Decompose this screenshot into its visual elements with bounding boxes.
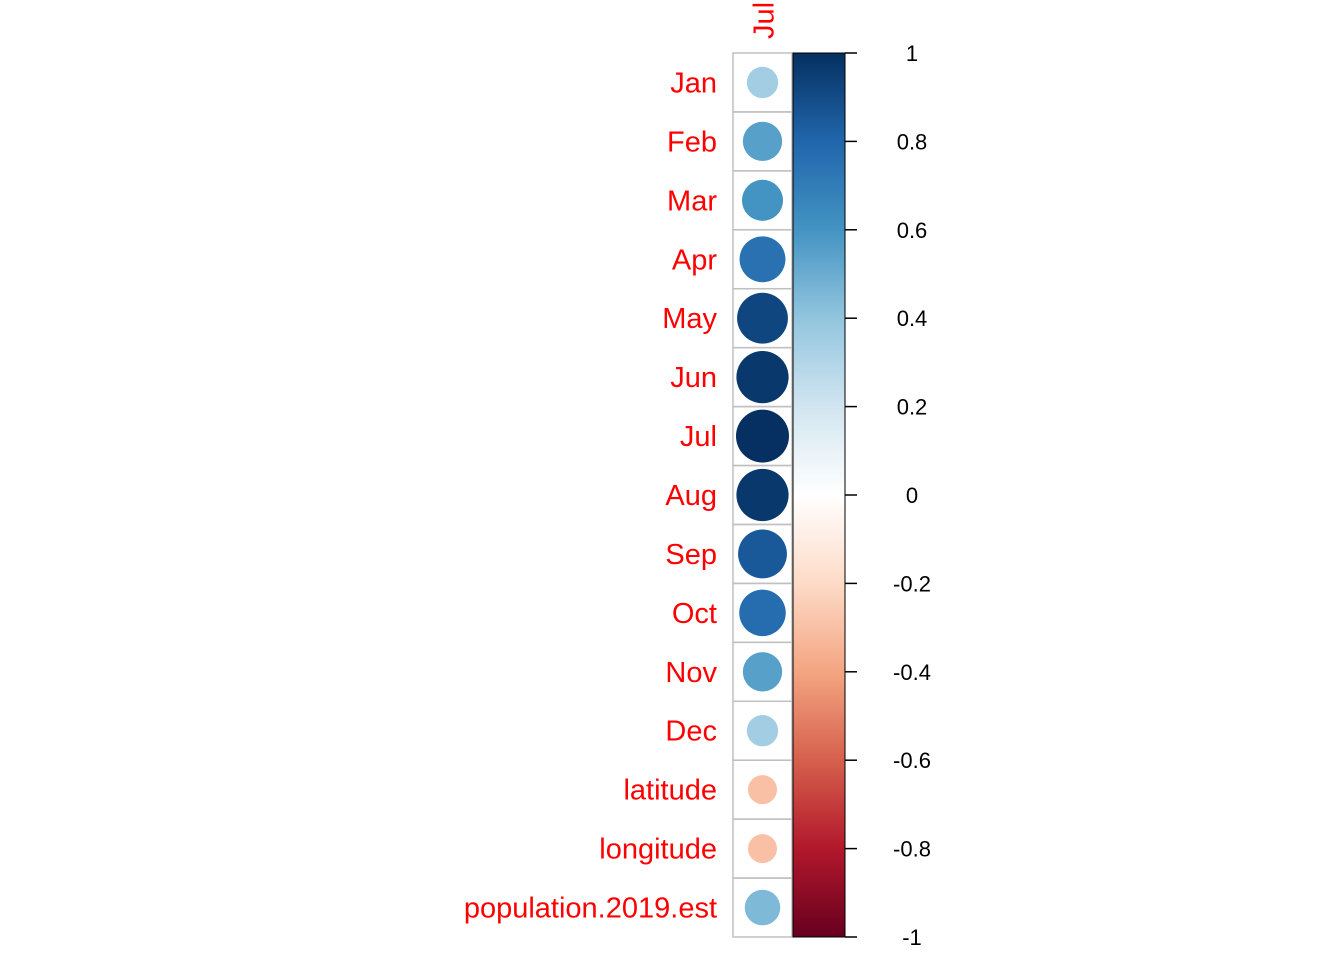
row-label: Mar [667, 185, 717, 217]
correlation-circles [736, 66, 789, 926]
row-label: Apr [672, 244, 717, 276]
colorbar-tick-label: 1 [906, 41, 918, 66]
colorbar-tick-label: 0.2 [897, 395, 928, 420]
corr-circle-jun [736, 351, 789, 404]
row-label: Jul [680, 421, 717, 453]
row-label: Jun [670, 362, 717, 394]
row-label: Jan [670, 67, 717, 99]
colorbar [792, 52, 846, 938]
corr-circle-longitude [747, 834, 778, 864]
row-label: Dec [665, 716, 717, 748]
corr-circle-may [737, 292, 788, 344]
row-label: population.2019.est [464, 893, 717, 925]
colorbar-tick-label: 0.6 [897, 218, 928, 243]
row-label: Oct [672, 598, 717, 630]
corr-circle-sep [738, 529, 787, 579]
corr-circle-mar [741, 179, 784, 221]
colorbar-tick-label: -1 [902, 925, 922, 950]
row-label: longitude [599, 834, 717, 866]
corr-circle-latitude [747, 775, 778, 805]
colorbar-tick-label: -0.6 [893, 748, 931, 773]
row-label: latitude [623, 775, 717, 807]
row-label: Nov [665, 657, 717, 689]
corr-circle-apr [739, 236, 786, 283]
corr-circle-population-2019-est [744, 889, 781, 926]
colorbar-tick-label: -0.2 [893, 571, 931, 596]
colorbar-tick-label: 0.8 [897, 129, 928, 154]
corr-circle-oct [739, 589, 786, 637]
corr-circle-jul [736, 409, 789, 463]
corr-circle-jan [746, 66, 779, 99]
column-label: Jul [749, 2, 781, 39]
row-labels: Jan Feb Mar Apr May Jun Jul Aug Sep Oct Nov Dec lati… [464, 67, 718, 924]
corr-circle-nov [742, 652, 783, 692]
corr-circle-dec [746, 715, 779, 747]
row-label: Feb [667, 126, 717, 158]
colorbar-ticks: 1 0.8 0.6 0.4 0.2 0 -0.2 -0.4 -0.6 -0.8 -1 [845, 41, 931, 950]
colorbar-tick-label: 0 [906, 483, 918, 508]
colorbar-tick-label: 0.4 [897, 306, 928, 331]
corr-circle-aug [736, 468, 789, 522]
row-label: Aug [665, 480, 717, 512]
corr-circle-feb [742, 121, 783, 162]
colorbar-tick-label: -0.8 [893, 837, 931, 862]
colorbar-gradient [792, 52, 846, 938]
grid-cell [732, 877, 793, 938]
column-labels: Jul [749, 2, 781, 39]
row-label: May [662, 303, 717, 335]
row-label: Sep [665, 539, 717, 571]
colorbar-tick-label: -0.4 [893, 660, 931, 685]
grid [732, 52, 793, 938]
